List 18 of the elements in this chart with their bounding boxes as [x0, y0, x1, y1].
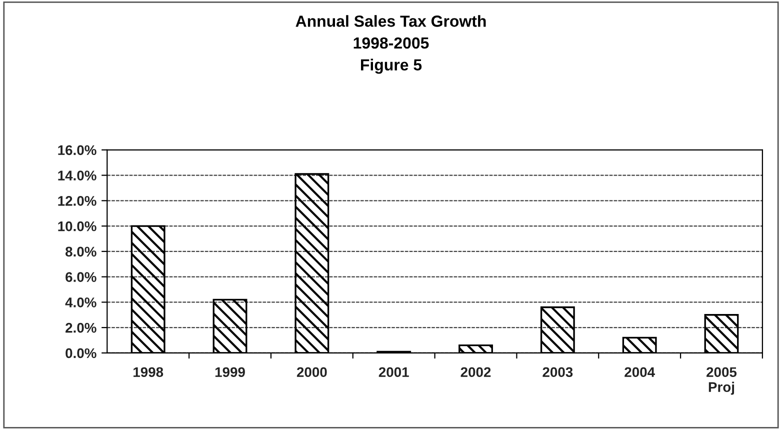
- x-tick-label: 1998: [134, 367, 164, 378]
- y-tick-label: 10.0%: [58, 221, 96, 232]
- x-tick-label: 2003: [542, 367, 573, 378]
- chart-title: Annual Sales Tax Growth 1998-2005 Figure 5: [296, 15, 486, 74]
- x-tick-label: 2005 Proj: [706, 367, 737, 395]
- x-tick-label: 2000: [296, 367, 327, 378]
- x-tick-label: 2001: [378, 367, 409, 378]
- y-tick-label: 14.0%: [58, 170, 96, 180]
- y-tick-label: 2.0%: [66, 322, 96, 333]
- y-tick-label: 8.0%: [66, 246, 96, 257]
- y-tick-label: 0.0%: [66, 348, 96, 358]
- y-tick-label: 6.0%: [66, 272, 96, 282]
- x-tick-label: 2002: [460, 367, 491, 378]
- y-tick-label: 4.0%: [65, 298, 96, 308]
- x-tick-label: 2004: [624, 367, 655, 378]
- y-tick-label: 16.0%: [58, 145, 96, 156]
- y-tick-label: 12.0%: [58, 196, 96, 206]
- x-tick-label: 1999: [215, 367, 245, 378]
